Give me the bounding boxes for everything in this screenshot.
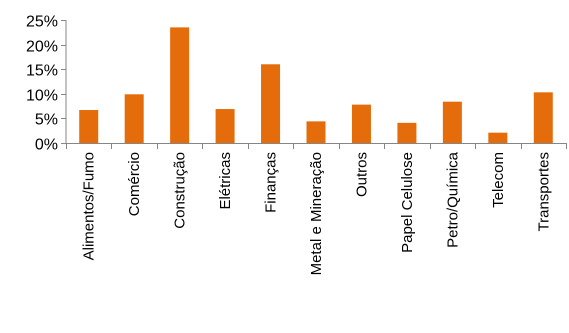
x-tick-label: Metal e Mineração	[308, 152, 325, 275]
bar	[442, 101, 462, 143]
bar	[533, 92, 553, 143]
x-tick-label: Transportes	[535, 152, 552, 231]
x-tick-label: Petro/Química	[444, 151, 461, 248]
y-tick-label: 0%	[35, 137, 58, 154]
bar	[261, 64, 281, 143]
x-tick-label: Finanças	[263, 152, 280, 213]
bar	[397, 122, 417, 143]
x-tick-label: Construção	[172, 152, 189, 229]
x-tick-label: Alimentos/Fumo	[81, 152, 98, 260]
y-tick-label: 20%	[26, 39, 58, 56]
bar	[170, 27, 190, 144]
y-axis: 0% 5% 10% 15% 20% 25%	[26, 14, 67, 154]
y-tick-label: 25%	[26, 14, 58, 31]
bar	[215, 109, 235, 143]
bars	[79, 27, 553, 144]
x-axis: Alimentos/Fumo Comércio Construção Elétrica…	[66, 143, 567, 275]
bar	[488, 132, 508, 143]
bar	[351, 104, 371, 143]
x-tick-label: Elétricas	[217, 152, 234, 210]
y-tick-label: 15%	[26, 63, 58, 80]
y-tick-label: 10%	[26, 88, 58, 105]
x-tick-label: Telecom	[490, 152, 507, 208]
x-tick-label: Outros	[353, 152, 370, 197]
y-tick-label: 5%	[35, 112, 58, 129]
x-tick-label: Papel Celulose	[399, 152, 416, 253]
bar	[79, 110, 99, 143]
x-tick-label: Comércio	[126, 152, 143, 216]
bar	[124, 94, 144, 143]
bar	[306, 121, 326, 143]
